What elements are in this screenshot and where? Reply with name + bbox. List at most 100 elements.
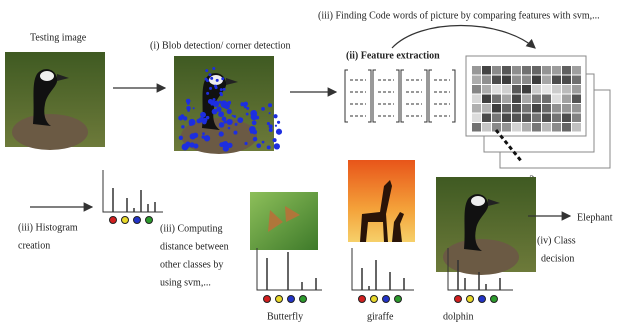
- blob: [273, 138, 277, 142]
- histogram: [257, 248, 322, 303]
- blob: [219, 131, 224, 136]
- tile: [562, 66, 571, 75]
- tile: [502, 85, 511, 94]
- swatch: [276, 296, 283, 303]
- blob: [219, 142, 224, 147]
- blob: [269, 112, 271, 114]
- class-label: giraffe: [367, 311, 394, 322]
- tile: [492, 95, 501, 104]
- blob: [210, 103, 213, 106]
- blob: [212, 67, 215, 70]
- tile: [532, 104, 541, 113]
- tile: [512, 66, 521, 75]
- blob: [269, 124, 273, 128]
- tile: [552, 104, 561, 113]
- blob: [219, 122, 225, 128]
- blob: [186, 145, 189, 148]
- tile: [572, 66, 581, 75]
- blob: [202, 132, 205, 135]
- blob: [202, 135, 206, 139]
- tile: [572, 114, 581, 123]
- axis: [103, 170, 163, 212]
- blob: [227, 109, 232, 114]
- tile: [502, 114, 511, 123]
- swatch: [455, 296, 462, 303]
- dolphin-image: [436, 177, 536, 275]
- tile: [482, 85, 491, 94]
- tile: [502, 104, 511, 113]
- blob: [201, 118, 203, 120]
- blob: [220, 93, 223, 96]
- tile: [542, 114, 551, 123]
- blob: [178, 116, 183, 121]
- blob: [221, 100, 228, 107]
- blob: [205, 78, 208, 81]
- blob: [200, 112, 206, 118]
- blob: [205, 69, 208, 72]
- tile: [532, 95, 541, 104]
- tile: [472, 76, 481, 85]
- label: (iii) Computing: [160, 223, 223, 234]
- feature-vectors: [345, 70, 455, 122]
- blob: [227, 101, 231, 105]
- tile: [472, 85, 481, 94]
- tile: [492, 66, 501, 75]
- class-label: dolphin: [443, 311, 474, 322]
- blob: [204, 135, 210, 141]
- blob: [220, 88, 223, 91]
- tile: [512, 104, 521, 113]
- tile: [472, 95, 481, 104]
- histogram: [103, 170, 163, 224]
- blob: [273, 114, 277, 118]
- blob: [210, 77, 213, 80]
- label: creation: [18, 240, 50, 251]
- tile: [552, 66, 561, 75]
- blob: [187, 102, 190, 105]
- blob: [277, 121, 280, 124]
- tile: [482, 114, 491, 123]
- class-label: Butterfly: [267, 311, 303, 322]
- tile: [552, 95, 561, 104]
- swatch: [264, 296, 271, 303]
- tile: [552, 123, 561, 132]
- blob: [228, 127, 231, 130]
- label: decision: [541, 253, 574, 264]
- swatch: [134, 217, 141, 224]
- blob: [267, 145, 271, 149]
- tile: [502, 95, 511, 104]
- blob: [218, 111, 224, 117]
- blob: [275, 125, 277, 127]
- blob: [187, 109, 190, 112]
- tile: [492, 85, 501, 94]
- label: (i) Blob detection/ corner detection: [150, 40, 291, 51]
- blob: [206, 92, 209, 95]
- label: (iii) Histogram: [18, 222, 78, 233]
- blob: [234, 131, 238, 135]
- tile: [542, 123, 551, 132]
- label: (ii) Feature extraction: [346, 50, 440, 61]
- blob: [274, 143, 280, 149]
- blob: [212, 109, 218, 115]
- swatch: [122, 217, 129, 224]
- swatch: [110, 217, 117, 224]
- blob: [246, 113, 249, 116]
- blob: [193, 107, 195, 109]
- blob: [252, 120, 257, 125]
- blob: [267, 122, 270, 125]
- tile: [512, 95, 521, 104]
- blob: [181, 125, 184, 128]
- blob: [216, 79, 219, 82]
- tile: [522, 123, 531, 132]
- tile: [532, 85, 541, 94]
- blob: [278, 132, 281, 135]
- tile: [482, 104, 491, 113]
- tile: [522, 114, 531, 123]
- blob: [212, 98, 215, 101]
- swatch: [371, 296, 378, 303]
- blob: [208, 73, 211, 76]
- bracket: [345, 70, 371, 122]
- blob: [206, 116, 210, 120]
- blob: [193, 143, 198, 148]
- tile: [472, 114, 481, 123]
- tile: [512, 114, 521, 123]
